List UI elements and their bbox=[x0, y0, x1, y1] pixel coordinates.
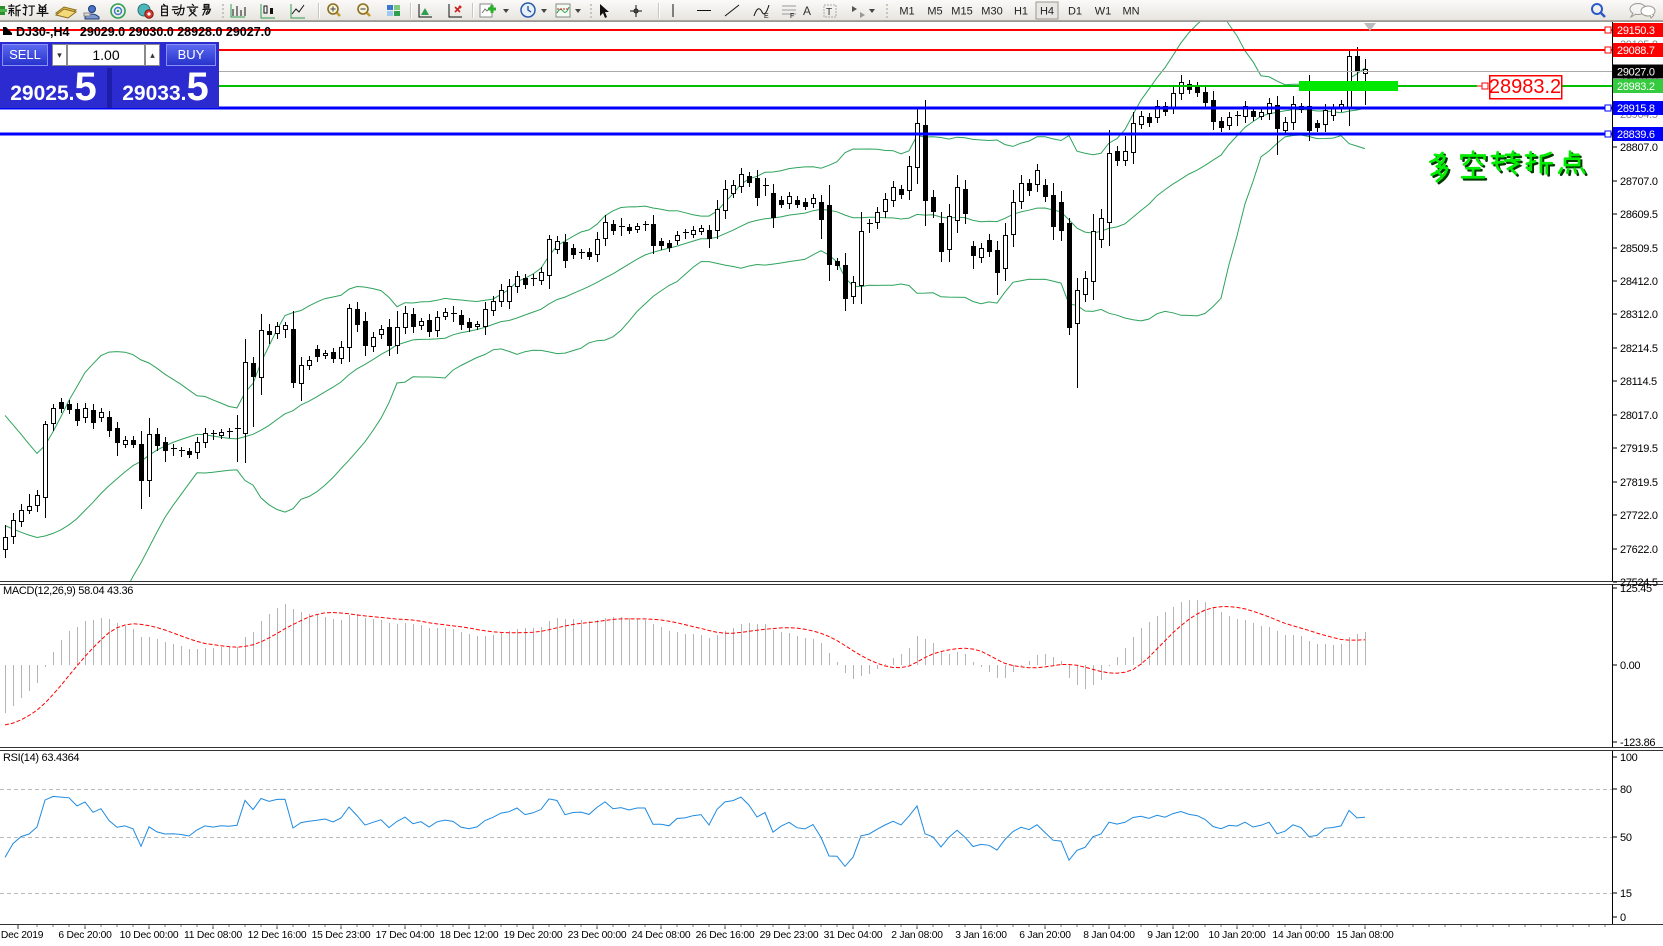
svg-text:H1: H1 bbox=[1014, 6, 1028, 18]
svg-text:28609.5: 28609.5 bbox=[1620, 209, 1658, 221]
svg-text:8 Jan 04:00: 8 Jan 04:00 bbox=[1083, 930, 1135, 941]
svg-text:28983.2: 28983.2 bbox=[1617, 81, 1655, 93]
svg-text:125.45: 125.45 bbox=[1620, 583, 1652, 595]
svg-text:F: F bbox=[790, 13, 794, 20]
svg-text:15 Jan 08:00: 15 Jan 08:00 bbox=[1336, 930, 1394, 941]
svg-text:31 Dec 04:00: 31 Dec 04:00 bbox=[824, 930, 883, 941]
svg-text:23 Dec 00:00: 23 Dec 00:00 bbox=[568, 930, 627, 941]
svg-text:29027.0: 29027.0 bbox=[1617, 67, 1655, 79]
svg-text:28915.8: 28915.8 bbox=[1617, 103, 1655, 115]
svg-text:6 Dec 20:00: 6 Dec 20:00 bbox=[58, 930, 112, 941]
svg-text:6 Jan 20:00: 6 Jan 20:00 bbox=[1019, 930, 1071, 941]
svg-text:28807.0: 28807.0 bbox=[1620, 142, 1658, 154]
svg-text:19 Dec 20:00: 19 Dec 20:00 bbox=[504, 930, 563, 941]
svg-text:14 Jan 00:00: 14 Jan 00:00 bbox=[1272, 930, 1330, 941]
svg-text:29150.3: 29150.3 bbox=[1617, 25, 1655, 37]
svg-text:MACD(12,26,9) 58.04 43.36: MACD(12,26,9) 58.04 43.36 bbox=[3, 585, 133, 597]
svg-text:10 Jan 20:00: 10 Jan 20:00 bbox=[1208, 930, 1266, 941]
svg-text:18 Dec 12:00: 18 Dec 12:00 bbox=[440, 930, 499, 941]
svg-text:29088.7: 29088.7 bbox=[1617, 45, 1655, 57]
svg-text:15: 15 bbox=[1620, 888, 1632, 900]
svg-text:M5: M5 bbox=[927, 6, 942, 18]
svg-text:3 Jan 16:00: 3 Jan 16:00 bbox=[955, 930, 1007, 941]
svg-text:80: 80 bbox=[1620, 784, 1632, 796]
svg-text:H4: H4 bbox=[1040, 6, 1054, 18]
svg-text:M1: M1 bbox=[899, 6, 914, 18]
svg-text:0.00: 0.00 bbox=[1620, 660, 1640, 672]
svg-text:W1: W1 bbox=[1095, 6, 1112, 18]
svg-text:28707.0: 28707.0 bbox=[1620, 176, 1658, 188]
svg-text:100: 100 bbox=[1620, 752, 1638, 764]
svg-text:A: A bbox=[803, 4, 811, 18]
svg-text:12 Dec 16:00: 12 Dec 16:00 bbox=[248, 930, 307, 941]
svg-text:50: 50 bbox=[1620, 832, 1632, 844]
svg-text:28214.5: 28214.5 bbox=[1620, 343, 1658, 355]
svg-text:15 Dec 23:00: 15 Dec 23:00 bbox=[312, 930, 371, 941]
svg-text:29 Dec 23:00: 29 Dec 23:00 bbox=[760, 930, 819, 941]
svg-text:28412.0: 28412.0 bbox=[1620, 276, 1658, 288]
svg-text:DJ30-,H4 29029.0 29030.0 289: DJ30-,H4 29029.0 29030.0 28928.0 29027.0 bbox=[16, 25, 271, 39]
svg-text:17 Dec 04:00: 17 Dec 04:00 bbox=[376, 930, 435, 941]
svg-text:M30: M30 bbox=[981, 6, 1002, 18]
svg-text:28312.0: 28312.0 bbox=[1620, 309, 1658, 321]
svg-text:27819.5: 27819.5 bbox=[1620, 477, 1658, 489]
svg-text:27722.0: 27722.0 bbox=[1620, 510, 1658, 522]
svg-text:-123.86: -123.86 bbox=[1620, 737, 1655, 749]
svg-text:27919.5: 27919.5 bbox=[1620, 443, 1658, 455]
svg-text:RSI(14) 63.4364: RSI(14) 63.4364 bbox=[3, 752, 79, 764]
svg-text:9 Jan 12:00: 9 Jan 12:00 bbox=[1147, 930, 1199, 941]
svg-text:28114.5: 28114.5 bbox=[1620, 376, 1657, 388]
svg-text:26 Dec 16:00: 26 Dec 16:00 bbox=[696, 930, 755, 941]
svg-text:24 Dec 08:00: 24 Dec 08:00 bbox=[632, 930, 691, 941]
svg-text:T: T bbox=[826, 7, 832, 18]
svg-text:M15: M15 bbox=[951, 6, 972, 18]
svg-text:MN: MN bbox=[1122, 6, 1139, 18]
svg-text:28839.6: 28839.6 bbox=[1617, 129, 1655, 141]
svg-text:D1: D1 bbox=[1068, 6, 1082, 18]
svg-text:E: E bbox=[764, 13, 769, 20]
svg-text:27622.0: 27622.0 bbox=[1620, 544, 1658, 556]
svg-text:27524.5: 27524.5 bbox=[1620, 577, 1658, 589]
svg-text:2 Jan 08:00: 2 Jan 08:00 bbox=[891, 930, 943, 941]
svg-text:0: 0 bbox=[1620, 912, 1626, 924]
svg-text:28017.0: 28017.0 bbox=[1620, 410, 1658, 422]
svg-text:11 Dec 08:00: 11 Dec 08:00 bbox=[184, 930, 243, 941]
svg-text:28509.5: 28509.5 bbox=[1620, 243, 1658, 255]
svg-text:10 Dec 00:00: 10 Dec 00:00 bbox=[120, 930, 179, 941]
svg-text:5 Dec 2019: 5 Dec 2019 bbox=[0, 930, 44, 941]
svg-text:28983.2: 28983.2 bbox=[1489, 76, 1561, 98]
